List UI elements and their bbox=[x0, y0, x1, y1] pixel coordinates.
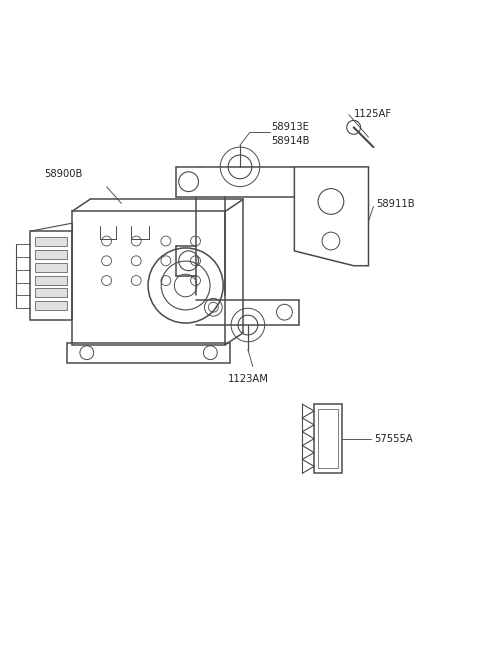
Bar bbox=[314, 404, 342, 474]
Bar bbox=[36, 288, 67, 297]
Text: 58900B: 58900B bbox=[44, 169, 83, 179]
Bar bbox=[36, 276, 67, 284]
Bar bbox=[30, 231, 72, 320]
Bar bbox=[36, 237, 67, 246]
Bar bbox=[36, 263, 67, 272]
Text: 57555A: 57555A bbox=[374, 434, 413, 443]
Text: 58913E: 58913E bbox=[272, 122, 310, 132]
Bar bbox=[67, 343, 230, 363]
Bar bbox=[36, 301, 67, 310]
Text: 1125AF: 1125AF bbox=[354, 109, 392, 119]
Bar bbox=[318, 409, 338, 468]
Text: 58911B: 58911B bbox=[376, 199, 415, 210]
Bar bbox=[72, 212, 225, 345]
Text: 1123AM: 1123AM bbox=[228, 375, 269, 384]
Bar bbox=[36, 250, 67, 259]
Text: 58914B: 58914B bbox=[272, 136, 310, 146]
